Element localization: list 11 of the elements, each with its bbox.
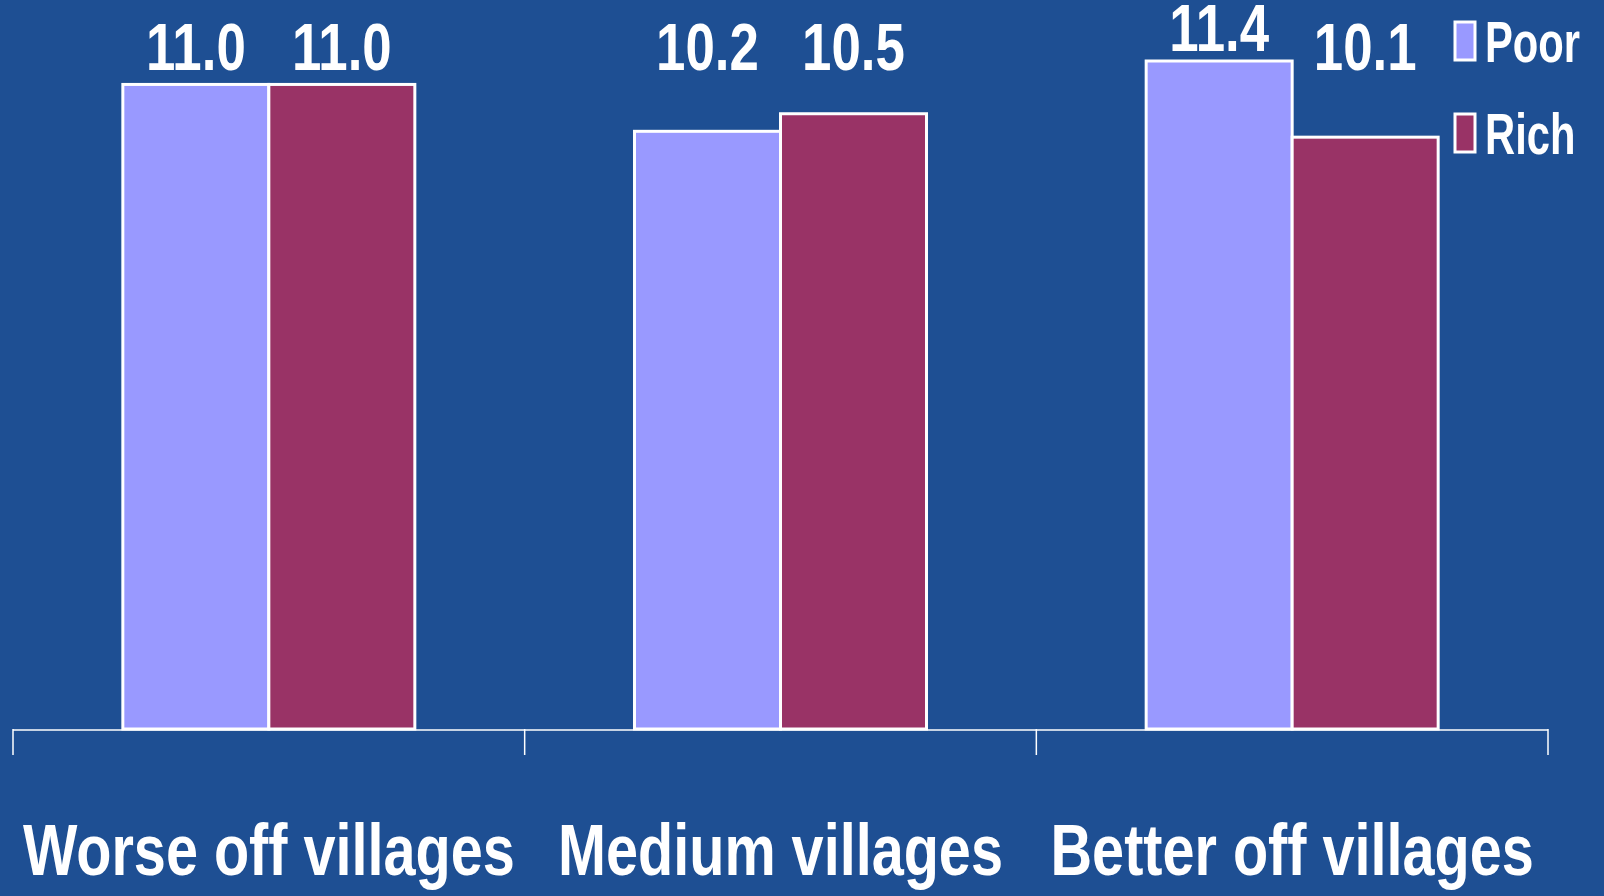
x-tick-label: Medium villages	[558, 809, 1003, 891]
data-label: 11.4	[1169, 0, 1270, 66]
data-label: 10.5	[802, 10, 905, 85]
legend-label: Rich	[1485, 101, 1576, 167]
data-label: 11.0	[145, 10, 246, 85]
legend-label: Poor	[1485, 9, 1581, 75]
x-tick-label: Worse off villages	[22, 809, 515, 891]
data-label: 11.0	[291, 10, 392, 85]
data-label: 10.2	[656, 10, 759, 85]
data-label: 10.1	[1313, 10, 1417, 85]
x-tick-label: Better off villages	[1050, 809, 1534, 891]
